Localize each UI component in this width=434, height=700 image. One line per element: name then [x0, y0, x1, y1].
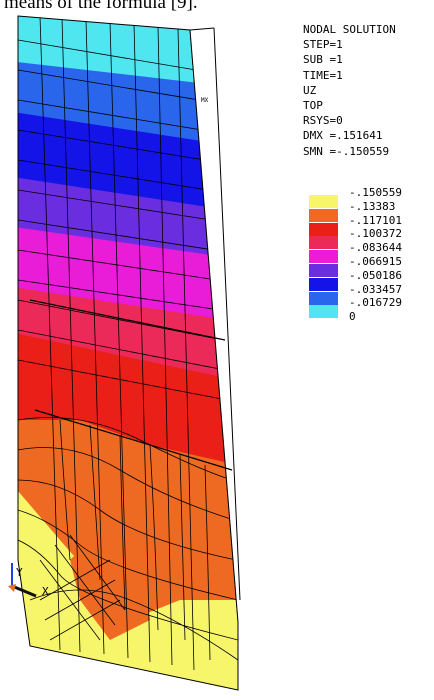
legend-row: -.117101 [303, 214, 434, 236]
triad-x-label: X [42, 585, 49, 598]
legend-swatch [309, 222, 338, 236]
legend-row: -.150559 [303, 186, 434, 208]
legend-value: -.083644 [349, 241, 402, 255]
legend-swatch [309, 250, 338, 264]
legend-value: 0 [349, 310, 356, 324]
info-line-layer: TOP [303, 98, 323, 112]
legend-row: -.13383 [303, 200, 434, 222]
band-orange-pocket [70, 520, 150, 640]
legend-value: -.150559 [349, 186, 402, 199]
legend-value: -.117101 [349, 213, 402, 227]
legend-swatch [309, 195, 338, 208]
legend-swatch [309, 264, 338, 277]
info-line-smn: SMN =-.150559 [303, 144, 390, 158]
info-line-dmx: DMX =.151641 [303, 129, 383, 143]
legend-row: -.083644 [303, 241, 434, 264]
page-caption: means of the formula [9]. [4, 0, 198, 13]
info-line-time: TIME=1 [303, 68, 343, 82]
legend-swatch [309, 236, 338, 250]
legend-swatch [309, 305, 338, 319]
legend-value: -.100372 [349, 227, 402, 241]
legend-row: -.100372 [303, 227, 434, 250]
info-line-sub: SUB =1 [303, 53, 343, 67]
legend-value: -.050186 [349, 268, 402, 282]
legend-row: -.066915 [303, 255, 434, 277]
band-yellow [18, 470, 238, 690]
side-face-edge [213, 27, 241, 601]
legend-swatch [309, 291, 338, 305]
info-line-title: NODAL SOLUTION [303, 23, 396, 36]
legend-value: -.016729 [349, 296, 402, 310]
legend-value: -.033457 [349, 282, 402, 296]
legend-swatch [309, 277, 338, 291]
legend-value: -.066915 [349, 255, 402, 268]
info-line-step: STEP=1 [303, 38, 343, 52]
info-line-rsys: RSYS=0 [303, 114, 343, 128]
legend-row: -.033457 [303, 283, 434, 305]
section-line [29, 299, 226, 341]
side-face [189, 27, 215, 31]
info-line-quantity: UZ [303, 83, 317, 97]
coordinate-triad [8, 563, 37, 598]
legend-value: -.13383 [349, 199, 396, 213]
legend-row: 0 [303, 310, 434, 332]
triad-y-label: Y [16, 566, 23, 579]
mesh-lines [18, 16, 238, 671]
legend-row: -.050186 [303, 269, 434, 291]
solution-info: NODAL SOLUTION STEP=1 SUB =1 TIME=1 UZ T… [303, 22, 434, 159]
node-marker-label: MX [201, 97, 209, 104]
triad-x-axis [11, 584, 37, 598]
legend-row: -.016729 [303, 296, 434, 319]
section-line-2 [34, 409, 233, 471]
triad-z-marker [8, 584, 16, 592]
contour-bands [18, 16, 238, 690]
legend-swatch [309, 208, 338, 222]
